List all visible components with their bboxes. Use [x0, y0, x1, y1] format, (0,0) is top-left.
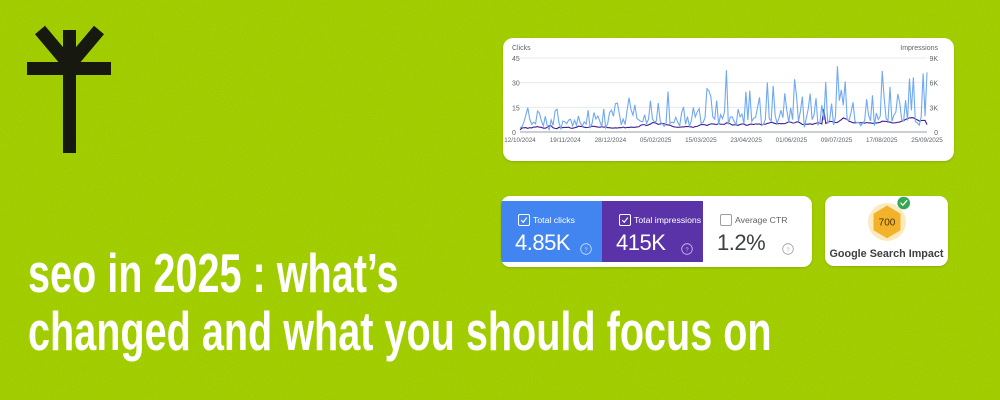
svg-text:?: ?: [786, 247, 789, 253]
svg-text:?: ?: [584, 247, 587, 253]
svg-text:17/08/2025: 17/08/2025: [866, 137, 898, 144]
svg-text:Impressions: Impressions: [900, 45, 938, 52]
svg-text:30: 30: [512, 81, 520, 88]
svg-text:Clicks: Clicks: [512, 45, 531, 52]
svg-text:23/04/2025: 23/04/2025: [730, 137, 762, 144]
svg-text:9K: 9K: [929, 56, 938, 63]
svg-text:05/02/2025: 05/02/2025: [640, 137, 672, 144]
svg-text:Google Search Impact: Google Search Impact: [830, 248, 944, 260]
svg-text:45: 45: [512, 56, 520, 63]
svg-text:700: 700: [879, 218, 896, 229]
svg-text:15/03/2025: 15/03/2025: [685, 137, 717, 144]
svg-text:09/07/2025: 09/07/2025: [821, 137, 853, 144]
svg-text:0: 0: [934, 130, 938, 137]
svg-text:3K: 3K: [929, 105, 938, 112]
svg-text:12/10/2024: 12/10/2024: [504, 137, 536, 144]
svg-text:28/12/2024: 28/12/2024: [595, 137, 627, 144]
svg-text:0: 0: [512, 130, 516, 137]
svg-text:?: ?: [685, 247, 688, 253]
svg-text:15: 15: [512, 105, 520, 112]
svg-text:01/06/2025: 01/06/2025: [776, 137, 808, 144]
svg-text:6K: 6K: [929, 81, 938, 88]
svg-text:19/11/2024: 19/11/2024: [550, 137, 582, 144]
svg-text:25/09/2025: 25/09/2025: [911, 137, 943, 144]
